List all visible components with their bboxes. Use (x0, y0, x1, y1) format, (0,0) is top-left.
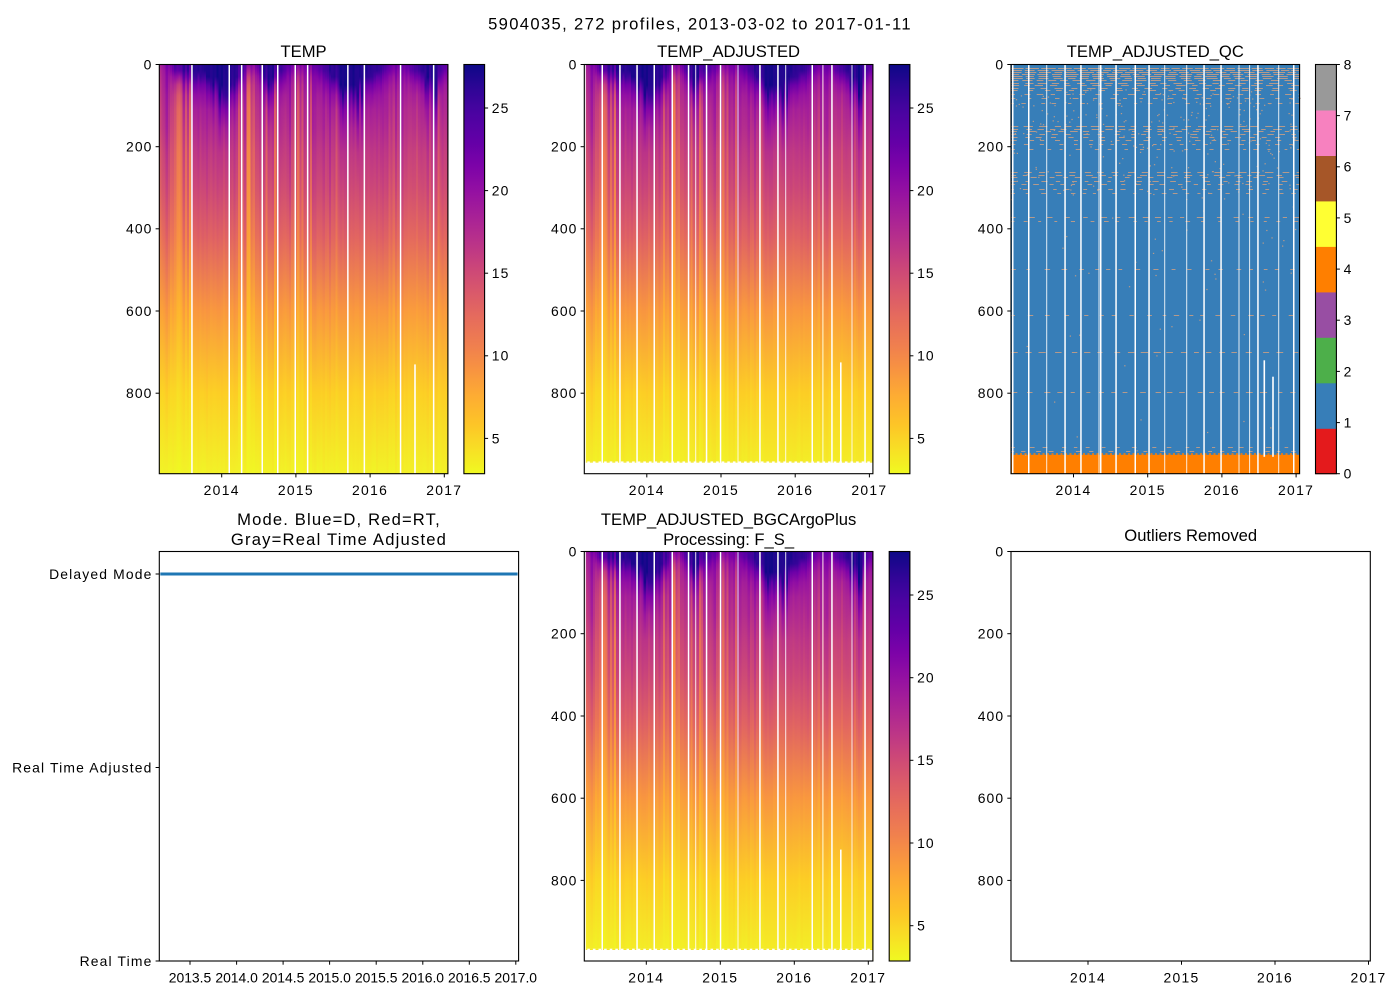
svg-text:2016: 2016 (777, 482, 813, 498)
svg-text:400: 400 (551, 221, 577, 237)
svg-text:600: 600 (551, 303, 577, 319)
svg-text:15: 15 (917, 752, 935, 768)
svg-text:600: 600 (978, 303, 1004, 319)
svg-text:2016.0: 2016.0 (402, 969, 445, 985)
svg-text:0: 0 (995, 56, 1004, 72)
svg-text:800: 800 (551, 872, 577, 888)
svg-text:2015.5: 2015.5 (355, 969, 398, 985)
svg-text:TEMP_ADJUSTED_QC: TEMP_ADJUSTED_QC (1067, 42, 1244, 61)
svg-text:2015: 2015 (278, 482, 314, 498)
svg-text:2014.5: 2014.5 (262, 969, 305, 985)
svg-text:200: 200 (126, 139, 152, 155)
svg-text:2017: 2017 (851, 482, 887, 498)
svg-text:TEMP_ADJUSTED: TEMP_ADJUSTED (657, 42, 800, 61)
svg-text:2015: 2015 (702, 969, 738, 985)
svg-text:2017: 2017 (426, 482, 462, 498)
svg-text:2017: 2017 (850, 969, 886, 985)
svg-text:20: 20 (917, 183, 935, 199)
svg-text:2014: 2014 (204, 482, 240, 498)
svg-text:2016: 2016 (1204, 482, 1240, 498)
svg-text:200: 200 (551, 139, 577, 155)
svg-text:2016: 2016 (776, 969, 812, 985)
svg-text:10: 10 (917, 835, 935, 851)
svg-text:Processing: F_S_: Processing: F_S_ (663, 530, 795, 549)
svg-text:2015: 2015 (1163, 969, 1199, 985)
svg-text:15: 15 (492, 265, 510, 281)
svg-text:2015: 2015 (703, 482, 739, 498)
svg-text:3: 3 (1344, 312, 1352, 328)
svg-text:20: 20 (492, 183, 510, 199)
svg-text:25: 25 (492, 100, 510, 116)
svg-text:2016.5: 2016.5 (448, 969, 491, 985)
svg-text:2014: 2014 (1070, 969, 1106, 985)
svg-text:0: 0 (995, 543, 1004, 559)
svg-text:0: 0 (144, 56, 153, 72)
svg-text:Real Time: Real Time (80, 953, 153, 969)
svg-text:2016: 2016 (352, 482, 388, 498)
svg-text:400: 400 (126, 221, 152, 237)
svg-text:600: 600 (126, 303, 152, 319)
svg-text:2016: 2016 (1257, 969, 1293, 985)
svg-text:200: 200 (978, 139, 1004, 155)
svg-text:Outliers Removed: Outliers Removed (1124, 526, 1257, 545)
svg-text:5: 5 (492, 430, 501, 446)
svg-text:Real Time Adjusted: Real Time Adjusted (12, 759, 152, 775)
svg-text:600: 600 (978, 790, 1004, 806)
svg-text:15: 15 (917, 265, 935, 281)
svg-text:2013.5: 2013.5 (169, 969, 212, 985)
svg-text:0: 0 (569, 543, 578, 559)
svg-text:400: 400 (978, 221, 1004, 237)
svg-text:5904035, 272 profiles, 2013-03: 5904035, 272 profiles, 2013-03-02 to 201… (488, 15, 912, 34)
svg-text:Gray=Real Time Adjusted: Gray=Real Time Adjusted (231, 530, 447, 549)
svg-text:800: 800 (126, 385, 152, 401)
svg-text:Delayed Mode: Delayed Mode (49, 566, 152, 582)
svg-text:2: 2 (1344, 363, 1352, 379)
svg-text:1: 1 (1344, 414, 1352, 430)
svg-text:0: 0 (569, 56, 578, 72)
svg-text:2015: 2015 (1130, 482, 1166, 498)
svg-text:2014: 2014 (628, 969, 664, 985)
svg-text:20: 20 (917, 670, 935, 686)
svg-text:5: 5 (1344, 210, 1352, 226)
svg-text:2014.0: 2014.0 (215, 969, 258, 985)
svg-text:TEMP: TEMP (281, 42, 327, 61)
svg-text:200: 200 (978, 626, 1004, 642)
svg-text:2017: 2017 (1278, 482, 1314, 498)
svg-text:2014: 2014 (629, 482, 665, 498)
svg-text:400: 400 (978, 708, 1004, 724)
svg-text:200: 200 (551, 626, 577, 642)
svg-text:800: 800 (551, 385, 577, 401)
svg-text:8: 8 (1344, 56, 1352, 72)
svg-text:2014: 2014 (1055, 482, 1091, 498)
svg-text:TEMP_ADJUSTED_BGCArgoPlus: TEMP_ADJUSTED_BGCArgoPlus (601, 510, 856, 529)
svg-text:400: 400 (551, 708, 577, 724)
svg-text:800: 800 (978, 872, 1004, 888)
svg-text:4: 4 (1344, 261, 1352, 277)
svg-text:2017.0: 2017.0 (495, 969, 538, 985)
svg-text:25: 25 (917, 100, 935, 116)
svg-text:2017: 2017 (1350, 969, 1386, 985)
svg-text:0: 0 (1344, 466, 1352, 482)
svg-text:5: 5 (917, 918, 926, 934)
svg-text:800: 800 (978, 385, 1004, 401)
svg-text:6: 6 (1344, 159, 1352, 175)
svg-text:600: 600 (551, 790, 577, 806)
svg-text:2015.0: 2015.0 (308, 969, 351, 985)
svg-text:10: 10 (492, 348, 510, 364)
svg-text:25: 25 (917, 587, 935, 603)
svg-text:Mode. Blue=D, Red=RT,: Mode. Blue=D, Red=RT, (237, 510, 441, 529)
svg-text:7: 7 (1344, 108, 1352, 124)
svg-text:10: 10 (917, 348, 935, 364)
svg-text:5: 5 (917, 430, 926, 446)
